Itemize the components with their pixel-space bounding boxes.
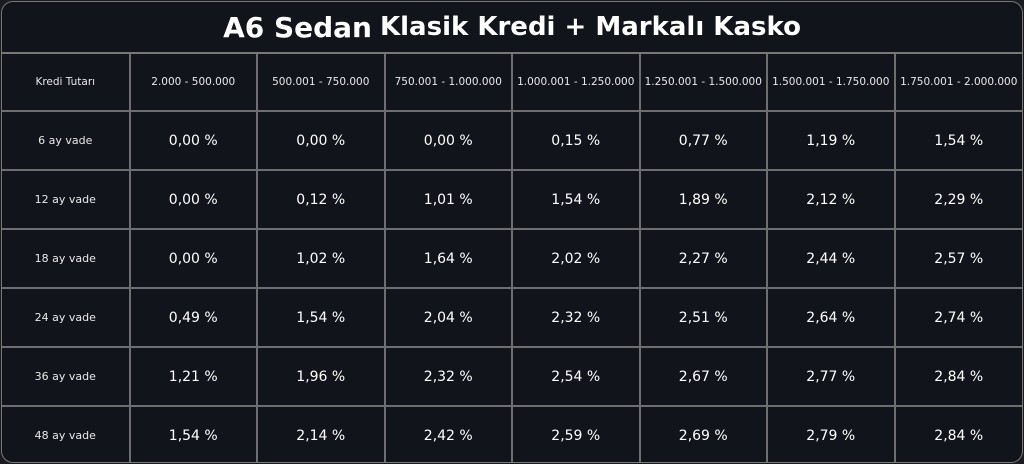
rate-cell: 0,00 % [256, 110, 386, 171]
rate-cell: 0,00 % [128, 110, 258, 171]
rate-cell: 1,21 % [128, 346, 258, 407]
rate-cell: 1,54 % [511, 169, 641, 230]
rate-cell: 2,64 % [766, 287, 896, 348]
row-label: 6 ay vade [2, 110, 131, 171]
rate-cell: 1,89 % [638, 169, 768, 230]
rate-cell: 0,15 % [511, 110, 641, 171]
row-label: 24 ay vade [2, 287, 131, 348]
rate-cell: 2,04 % [383, 287, 513, 348]
title-product: Klasik Kredi + Markalı Kasko [380, 12, 801, 42]
table-header-row: Kredi Tutarı 2.000 - 500.000 500.001 - 75… [2, 54, 1022, 112]
rate-table: Kredi Tutarı 2.000 - 500.000 500.001 - 75… [2, 54, 1022, 462]
rate-cell: 1,96 % [256, 346, 386, 407]
table-row: 12 ay vade 0,00 % 0,12 % 1,01 % 1,54 % 1,89 %… [2, 169, 1022, 230]
table-row: 18 ay vade 0,00 % 1,02 % 1,64 % 2,02 % 2,27 %… [2, 228, 1022, 289]
corner-label: Kredi Tutarı [2, 54, 131, 112]
rate-cell: 2,14 % [256, 405, 386, 462]
row-label: 48 ay vade [2, 405, 131, 462]
table-row: 24 ay vade 0,49 % 1,54 % 2,04 % 2,32 % 2,51 %… [2, 287, 1022, 348]
row-label: 18 ay vade [2, 228, 131, 289]
rate-cell: 0,00 % [128, 169, 258, 230]
rate-cell: 0,12 % [256, 169, 386, 230]
page-title: A6 Sedan Klasik Kredi + Markalı Kasko [2, 2, 1022, 54]
title-model: A6 Sedan [223, 10, 372, 44]
rate-cell: 0,77 % [638, 110, 768, 171]
rate-cell: 2,67 % [638, 346, 768, 407]
rate-cell: 1,19 % [766, 110, 896, 171]
rate-cell: 2,79 % [766, 405, 896, 462]
rate-cell: 2,69 % [638, 405, 768, 462]
rate-cell: 1,54 % [128, 405, 258, 462]
rate-cell: 1,64 % [383, 228, 513, 289]
rate-cell: 2,32 % [383, 346, 513, 407]
rate-cell: 2,29 % [893, 169, 1022, 230]
rate-cell: 2,57 % [893, 228, 1022, 289]
column-header: 2.000 - 500.000 [128, 54, 258, 112]
rate-cell: 2,27 % [638, 228, 768, 289]
row-label: 12 ay vade [2, 169, 131, 230]
rate-cell: 1,01 % [383, 169, 513, 230]
rate-cell: 2,84 % [893, 346, 1022, 407]
rate-cell: 2,77 % [766, 346, 896, 407]
row-label: 36 ay vade [2, 346, 131, 407]
column-header: 750.001 - 1.000.000 [383, 54, 513, 112]
rate-cell: 2,02 % [511, 228, 641, 289]
rate-cell: 2,84 % [893, 405, 1022, 462]
column-header: 1.750.001 - 2.000.000 [893, 54, 1022, 112]
rate-cell: 2,12 % [766, 169, 896, 230]
table-row: 6 ay vade 0,00 % 0,00 % 0,00 % 0,15 % 0,77 % 1… [2, 110, 1022, 171]
column-header: 1.000.001 - 1.250.000 [511, 54, 641, 112]
rate-cell: 0,49 % [128, 287, 258, 348]
column-header: 1.500.001 - 1.750.000 [766, 54, 896, 112]
rate-cell: 2,32 % [511, 287, 641, 348]
table-row: 48 ay vade 1,54 % 2,14 % 2,42 % 2,59 % 2,69 %… [2, 405, 1022, 462]
rate-cell: 1,02 % [256, 228, 386, 289]
rate-cell: 2,44 % [766, 228, 896, 289]
rate-cell: 0,00 % [128, 228, 258, 289]
column-header: 1.250.001 - 1.500.000 [638, 54, 768, 112]
rate-cell: 2,51 % [638, 287, 768, 348]
rate-cell: 2,54 % [511, 346, 641, 407]
rate-cell: 1,54 % [256, 287, 386, 348]
rate-cell: 2,74 % [893, 287, 1022, 348]
rate-cell: 2,42 % [383, 405, 513, 462]
column-header: 500.001 - 750.000 [256, 54, 386, 112]
rate-cell: 0,00 % [383, 110, 513, 171]
table-row: 36 ay vade 1,21 % 1,96 % 2,32 % 2,54 % 2,67 %… [2, 346, 1022, 407]
rate-cell: 2,59 % [511, 405, 641, 462]
rate-cell: 1,54 % [893, 110, 1022, 171]
